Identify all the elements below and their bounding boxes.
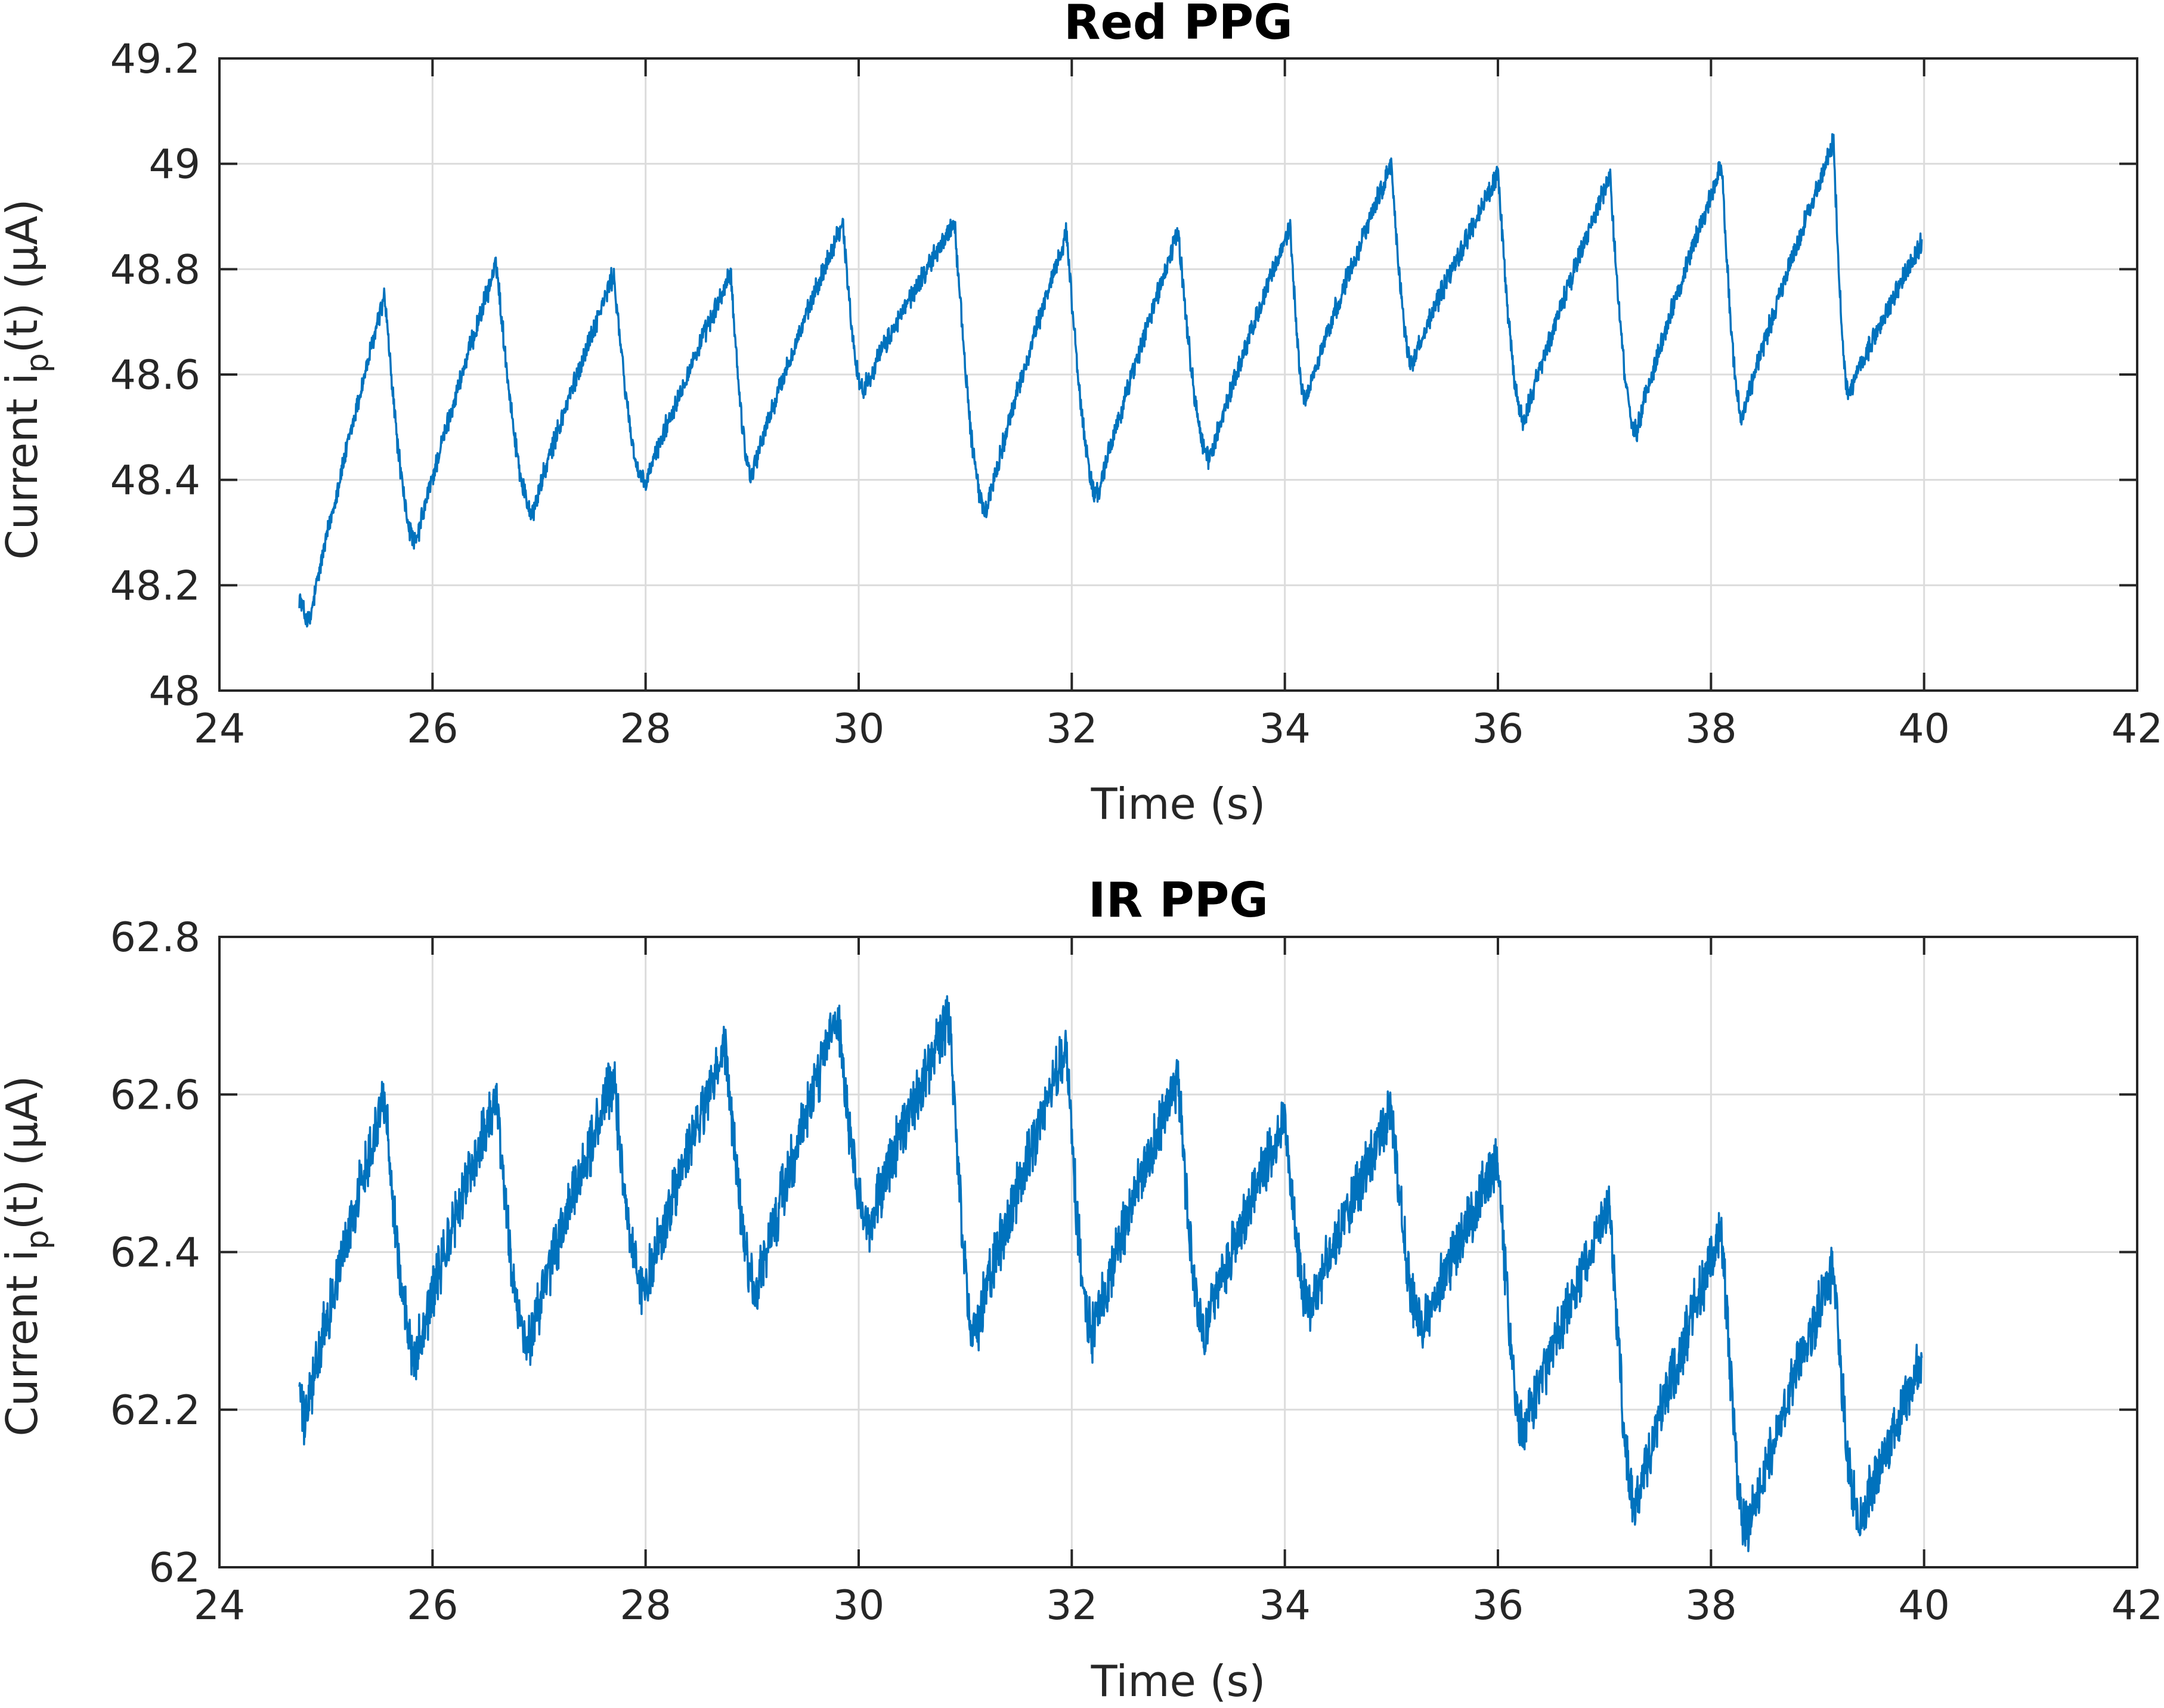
x-tick-label: 38	[1685, 1582, 1737, 1629]
x-tick-label: 40	[1898, 1582, 1950, 1629]
y-tick-label: 48.6	[110, 352, 200, 399]
x-tick-label: 42	[2112, 706, 2163, 753]
x-tick-labels: 24 26 28 30 32 34 36 38 40 42	[194, 706, 2163, 753]
y-tick-label: 62	[148, 1545, 200, 1592]
chart-title: IR PPG	[1088, 872, 1268, 928]
x-tick-label: 28	[620, 1582, 671, 1629]
red-ppg-chart: Red PPG 24 26 28 30 32 34 36 38 40 42 4848.248.44…	[0, 0, 2163, 829]
y-tick-label: 49.2	[110, 36, 200, 83]
x-tick-label: 36	[1472, 1582, 1524, 1629]
x-tick-label: 42	[2112, 1582, 2163, 1629]
y-axis-label-main: Current i	[0, 373, 47, 559]
x-tick-label: 26	[407, 1582, 459, 1629]
x-tick-label: 30	[833, 1582, 885, 1629]
y-tick-labels: 48 48.2 48.4 48.6 48.8 49 49.2	[110, 36, 200, 715]
y-tick-label: 48.4	[110, 457, 200, 505]
y-tick-label: 62.2	[110, 1387, 200, 1434]
x-tick-label: 34	[1259, 1582, 1311, 1629]
y-tick-label: 62.6	[110, 1072, 200, 1119]
x-tick-labels: 24 26 28 30 32 34 36 38 40 42	[194, 1582, 2163, 1629]
y-tick-label: 48	[148, 668, 200, 715]
x-tick-label: 24	[194, 706, 246, 753]
y-axis-label: Current ip(t) (μA)	[0, 199, 55, 560]
x-tick-label: 34	[1259, 706, 1311, 753]
axis-ticks	[218, 57, 2138, 692]
y-tick-label: 49	[148, 141, 200, 188]
y-axis-label-main: Current i	[0, 1249, 47, 1436]
axis-ticks	[218, 936, 2138, 1568]
x-tick-label: 24	[194, 1582, 246, 1629]
y-axis-label-subscript: p	[20, 353, 55, 373]
x-tick-label: 32	[1046, 706, 1098, 753]
y-axis-label-rest: (t) (μA)	[0, 199, 47, 354]
x-tick-label: 30	[833, 706, 885, 753]
x-axis-label: Time (s)	[1091, 779, 1266, 829]
x-tick-label: 32	[1046, 1582, 1098, 1629]
y-tick-label: 62.4	[110, 1230, 200, 1277]
ir-ppg-signal-line	[298, 995, 1923, 1552]
x-tick-label: 26	[407, 706, 459, 753]
y-tick-label: 48.8	[110, 246, 200, 293]
ir-ppg-chart: IR PPG 24 26 28 30 32 34 36 38 40 42 6262.262.462…	[0, 872, 2163, 1706]
y-tick-label: 48.2	[110, 562, 200, 609]
chart-title: Red PPG	[1064, 0, 1293, 50]
red-ppg-signal-line	[298, 133, 1923, 628]
x-tick-label: 38	[1685, 706, 1737, 753]
y-axis-label-rest: (t) (μA)	[0, 1076, 47, 1230]
y-tick-labels: 62 62.2 62.4 62.6 62.8	[110, 914, 200, 1592]
y-axis-label: Current ip(t) (μA)	[0, 1076, 55, 1437]
y-tick-label: 62.8	[110, 914, 200, 961]
x-tick-label: 40	[1898, 706, 1950, 753]
x-tick-label: 36	[1472, 706, 1524, 753]
x-tick-label: 28	[620, 706, 671, 753]
y-axis-label-subscript: p	[20, 1230, 55, 1249]
x-axis-label: Time (s)	[1091, 1656, 1266, 1706]
